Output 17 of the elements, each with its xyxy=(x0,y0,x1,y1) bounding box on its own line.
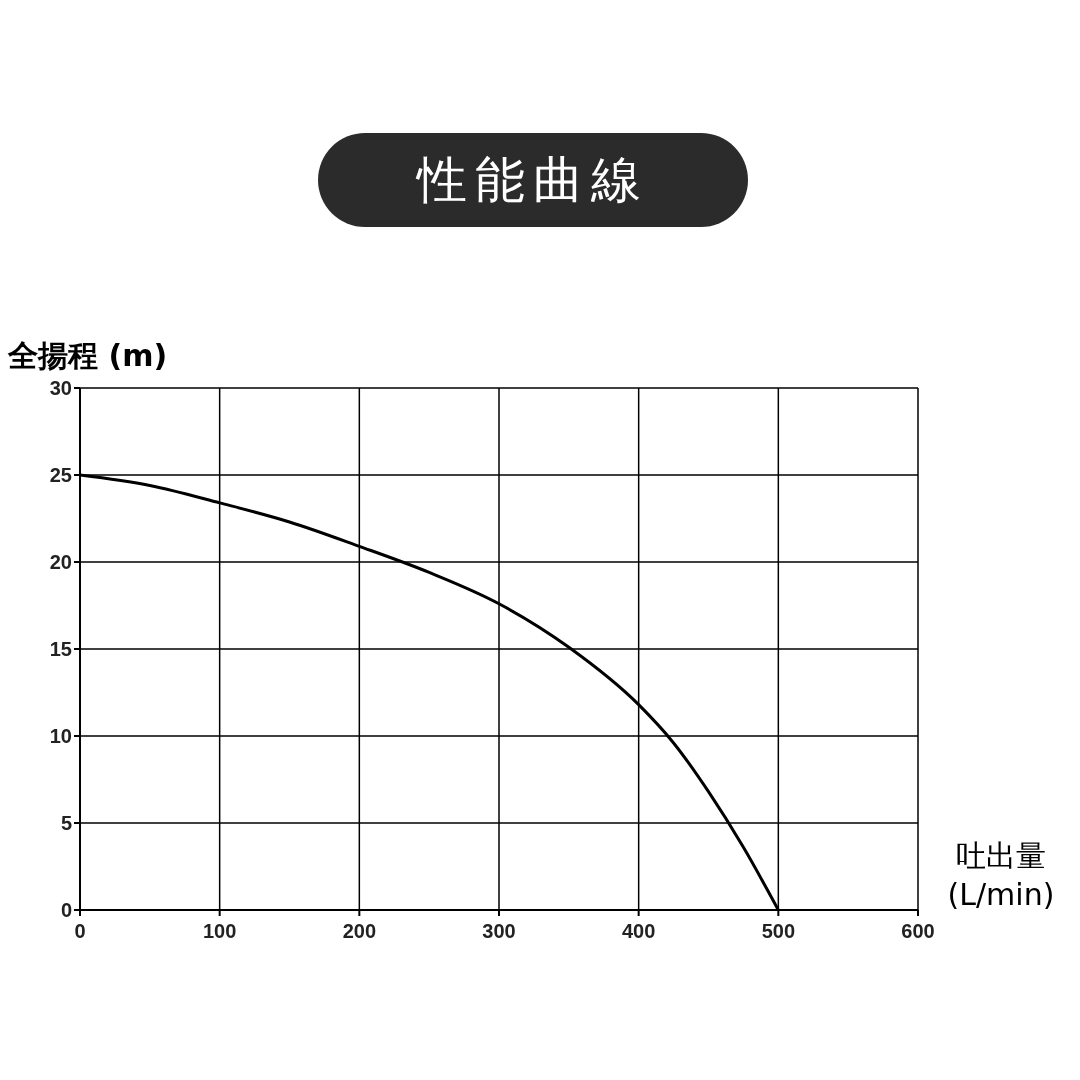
y-tick-label: 25 xyxy=(49,464,72,487)
x-tick-label: 300 xyxy=(482,920,516,943)
x-tick-label: 400 xyxy=(621,920,656,943)
x-axis-title: 吐出量 (L/min) xyxy=(946,837,1056,912)
x-tick-label: 600 xyxy=(901,920,935,943)
x-tick-label: 200 xyxy=(342,920,377,943)
x-tick-label: 500 xyxy=(761,920,796,943)
y-axis-title: 全揚程 (m) xyxy=(8,337,168,375)
y-tick-label: 30 xyxy=(49,377,72,400)
y-tick-label: 20 xyxy=(49,551,72,574)
y-tick-label: 15 xyxy=(49,638,72,661)
chart-title: 性能曲線 xyxy=(318,133,748,227)
y-tick-label: 5 xyxy=(60,812,72,835)
y-tick-label: 10 xyxy=(49,725,72,748)
y-tick-label: 0 xyxy=(60,899,72,922)
x-tick-label: 0 xyxy=(74,920,86,943)
x-tick-label: 100 xyxy=(202,920,237,943)
